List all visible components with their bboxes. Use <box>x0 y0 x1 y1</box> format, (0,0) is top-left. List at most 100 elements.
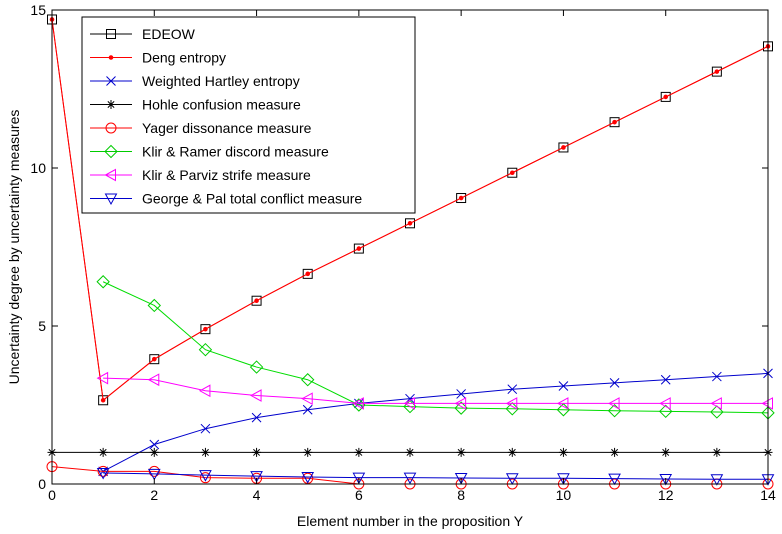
data-point <box>659 397 671 410</box>
data-point <box>301 373 315 387</box>
data-point <box>659 404 673 419</box>
data-point <box>354 447 364 457</box>
data-point <box>714 69 720 74</box>
data-point <box>251 295 262 306</box>
series-1 <box>49 17 771 403</box>
data-point <box>608 397 620 410</box>
data-point <box>609 117 620 128</box>
data-point <box>199 472 211 484</box>
data-point <box>149 447 159 457</box>
data-point <box>458 195 464 201</box>
data-point <box>507 167 518 178</box>
x-axis-title: Element number in the proposition Y <box>297 513 524 529</box>
data-point <box>98 395 109 406</box>
data-point <box>252 447 262 457</box>
data-point <box>558 381 569 391</box>
data-point <box>711 66 722 77</box>
data-point <box>456 193 467 204</box>
data-point <box>661 447 671 457</box>
data-point <box>356 246 362 251</box>
y-tick-label: 15 <box>30 2 46 18</box>
data-point <box>663 94 669 100</box>
data-point <box>507 384 518 395</box>
legend-label: Klir & Parviz strife measure <box>142 167 311 183</box>
series-line <box>102 372 769 472</box>
data-point <box>352 397 364 410</box>
x-tick-label: 12 <box>658 487 674 503</box>
data-point <box>249 360 264 374</box>
data-point <box>96 371 109 385</box>
plot-frame <box>51 9 769 485</box>
data-point <box>151 356 157 362</box>
data-point <box>710 397 722 410</box>
data-point <box>200 324 211 335</box>
data-point <box>454 472 468 485</box>
legend-item: Klir & Parviz strife measure <box>90 167 311 183</box>
data-point <box>352 472 366 485</box>
data-point <box>100 397 106 403</box>
x-tick-label: 2 <box>150 487 158 503</box>
x-tick-label: 6 <box>355 487 363 503</box>
x-tick-label: 14 <box>760 487 776 503</box>
data-point <box>149 354 160 365</box>
data-point <box>149 439 160 450</box>
legend-item: George & Pal total conflict measure <box>90 191 362 207</box>
series-line <box>103 472 768 480</box>
legend-label: Hohle confusion measure <box>142 97 301 113</box>
data-point <box>558 142 569 153</box>
x-tick-label: 4 <box>253 487 261 503</box>
legend-item: Klir & Ramer discord measure <box>90 144 329 160</box>
y-tick-label: 0 <box>38 476 46 492</box>
data-point <box>96 275 110 289</box>
data-point <box>250 471 263 483</box>
data-point <box>710 405 724 419</box>
data-point <box>198 384 211 398</box>
y-axis-title: Uncertainty degree by uncertainty measur… <box>6 110 22 385</box>
legend-item: Hohle confusion measure <box>90 97 301 113</box>
legend-marker <box>105 122 117 134</box>
legend-marker <box>104 168 116 182</box>
y-tick-label: 10 <box>30 160 46 176</box>
data-point <box>98 447 108 457</box>
data-point <box>353 243 364 254</box>
data-point <box>454 397 467 410</box>
data-point <box>505 397 518 410</box>
data-point <box>561 145 566 150</box>
legend-label: Yager dissonance measure <box>142 120 312 136</box>
data-point <box>200 447 210 457</box>
data-point <box>147 468 161 481</box>
data-point <box>660 91 671 102</box>
data-point <box>609 378 620 388</box>
series-line <box>103 377 768 404</box>
legend-marker <box>104 193 118 206</box>
data-point <box>251 412 262 423</box>
data-point <box>302 268 313 279</box>
data-point <box>712 447 722 457</box>
data-point <box>710 474 724 486</box>
legend-marker <box>104 144 118 159</box>
legend-marker <box>106 76 116 86</box>
x-tick-label: 8 <box>457 487 465 503</box>
legend: EDEOW Deng entropy Weighted Hartley entrop… <box>81 16 416 214</box>
series-line <box>102 281 769 414</box>
legend-box <box>81 16 416 214</box>
data-point <box>305 271 311 277</box>
legend-marker <box>106 29 116 39</box>
legend-label: George & Pal total conflict measure <box>142 191 362 207</box>
data-point <box>405 218 415 229</box>
series-7 <box>96 467 775 486</box>
data-point <box>456 447 466 457</box>
legend-item: Weighted Hartley entropy <box>90 73 300 89</box>
legend-item: Yager dissonance measure <box>90 120 312 136</box>
data-point <box>301 472 315 484</box>
data-point <box>403 472 417 485</box>
data-point <box>199 470 212 482</box>
legend-item: Deng entropy <box>90 50 226 66</box>
x-tick-label: 0 <box>48 487 56 503</box>
data-point <box>456 389 466 399</box>
data-point <box>403 397 415 410</box>
legend-marker <box>108 55 114 60</box>
data-point <box>148 465 160 477</box>
x-tick-label: 10 <box>556 487 572 503</box>
data-point <box>147 298 161 313</box>
